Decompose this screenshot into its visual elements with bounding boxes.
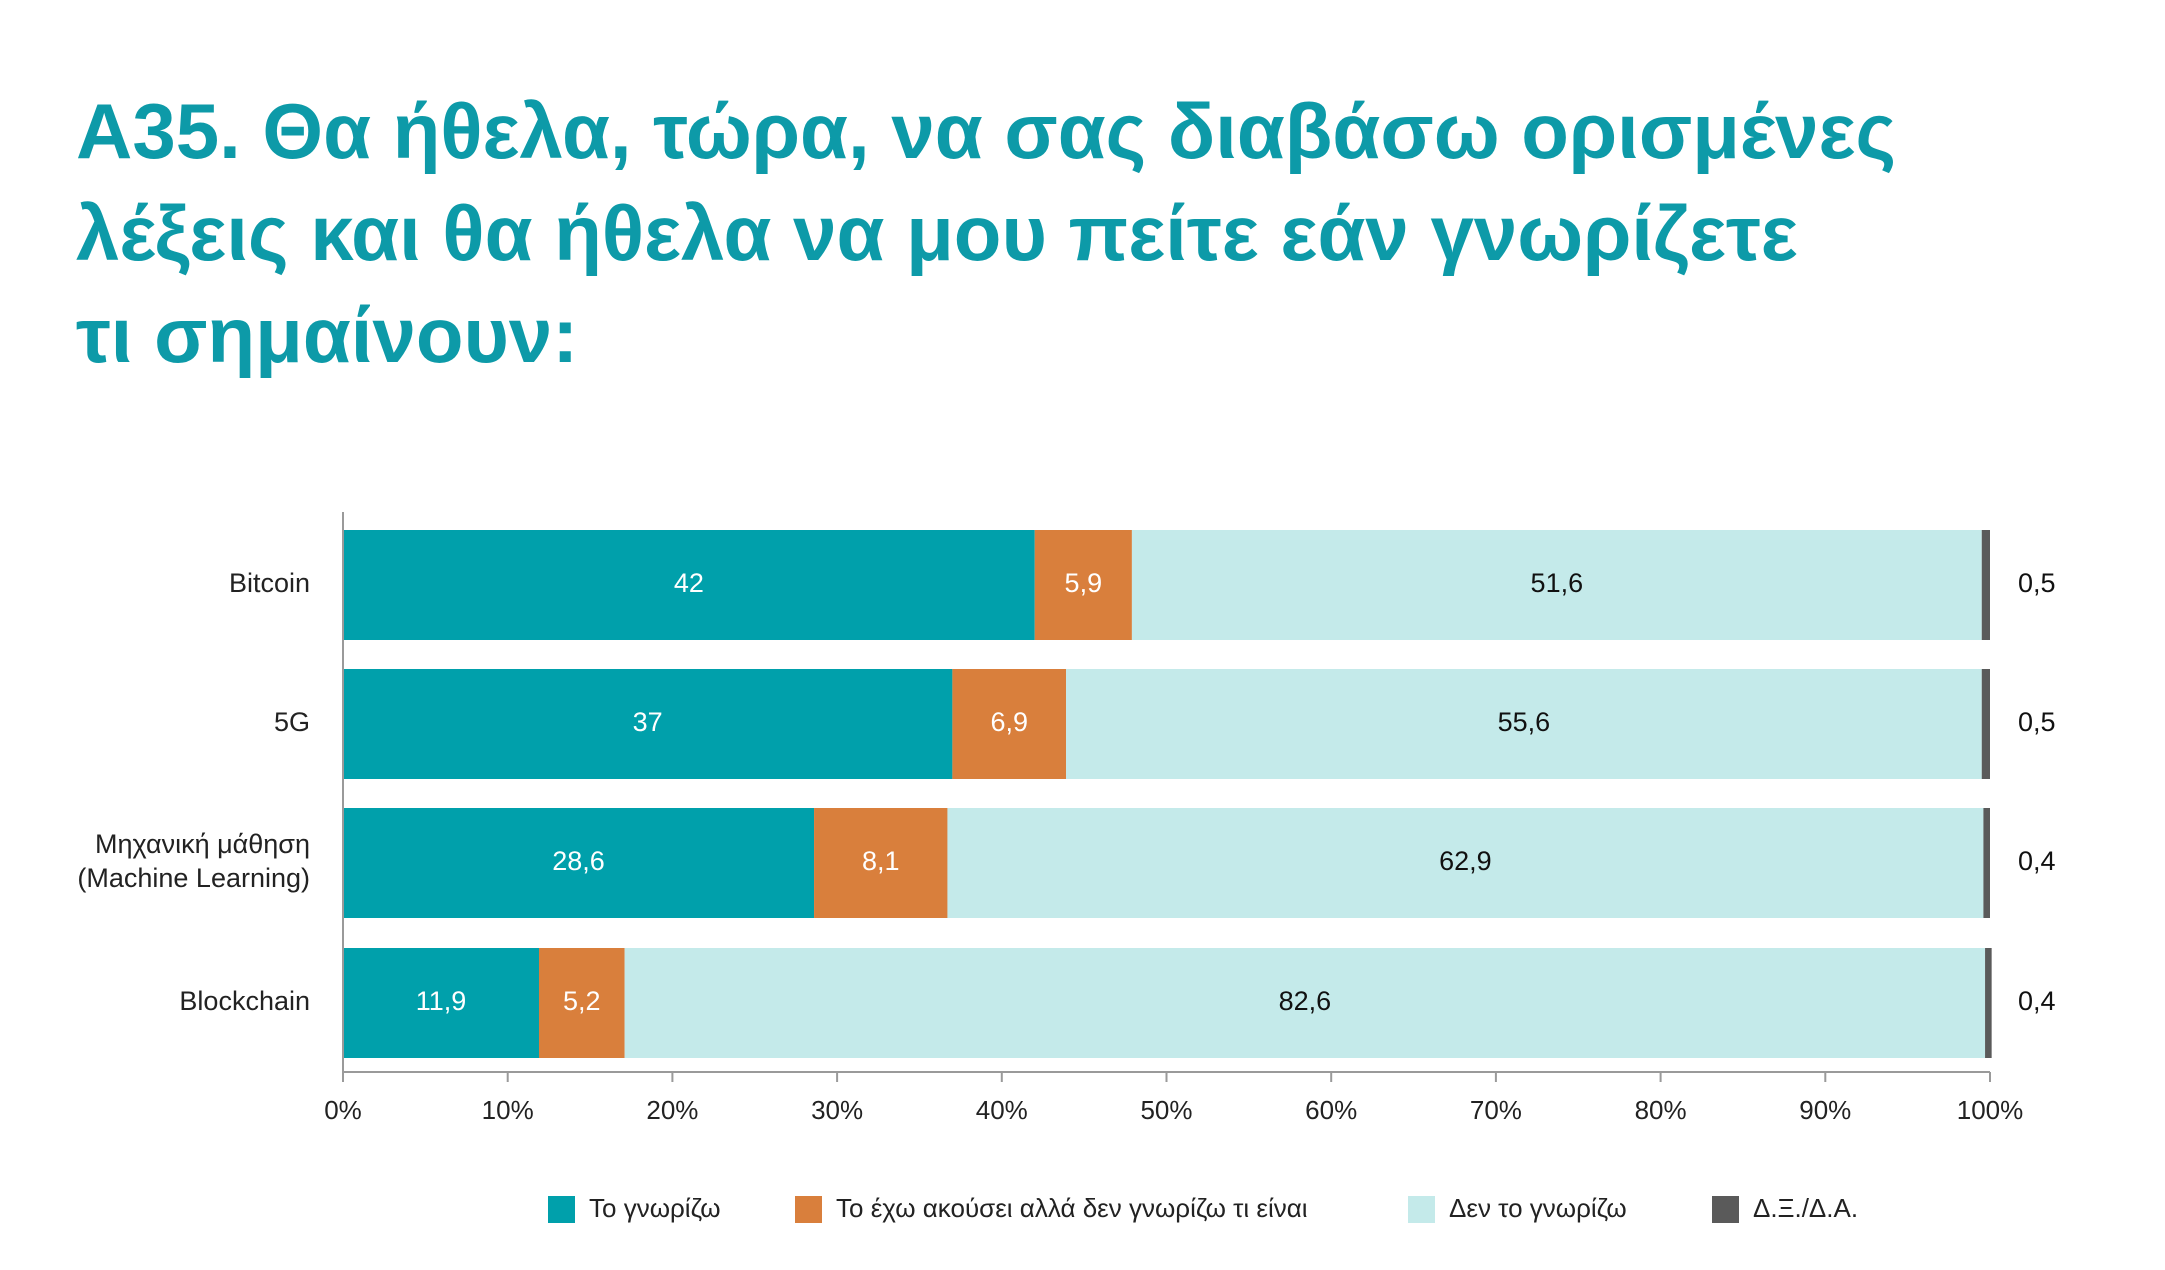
x-tick-label: 30% xyxy=(811,1095,863,1125)
data-label: 0,4 xyxy=(2018,846,2056,876)
legend-label: Το γνωρίζω xyxy=(589,1193,721,1223)
category-label: Blockchain xyxy=(179,986,310,1016)
bar-segment xyxy=(1034,530,1132,640)
data-label: 62,9 xyxy=(1439,846,1492,876)
bar-segment xyxy=(343,669,953,779)
bar-segment xyxy=(538,948,625,1058)
x-tick-label: 10% xyxy=(482,1095,534,1125)
legend-swatch xyxy=(1408,1196,1435,1223)
data-label: 37 xyxy=(633,707,663,737)
legend-label: Δ.Ξ./Δ.Α. xyxy=(1753,1193,1858,1223)
x-tick-label: 20% xyxy=(646,1095,698,1125)
bar-segment xyxy=(947,808,1984,918)
data-label: 5,2 xyxy=(563,986,601,1016)
legend-swatch xyxy=(1712,1196,1739,1223)
bar-segment xyxy=(952,669,1067,779)
bar-segment xyxy=(343,948,539,1058)
legend-swatch xyxy=(548,1196,575,1223)
legend-label: Δεν το γνωρίζω xyxy=(1449,1193,1627,1223)
x-tick-label: 0% xyxy=(324,1095,362,1125)
bar-segment xyxy=(1131,530,1982,640)
legend-swatch xyxy=(795,1196,822,1223)
data-label: 0,5 xyxy=(2018,707,2056,737)
chart-title-line: τι σημαίνουν: xyxy=(76,291,579,379)
legend-label: Το έχω ακούσει αλλά δεν γνωρίζω τι είναι xyxy=(836,1193,1308,1223)
x-tick-label: 70% xyxy=(1470,1095,1522,1125)
chart-title: Α35. Θα ήθελα, τώρα, να σας διαβάσω ορισ… xyxy=(76,80,2076,386)
data-label: 11,9 xyxy=(416,986,467,1016)
data-label: 6,9 xyxy=(990,707,1028,737)
data-label: 0,4 xyxy=(2018,986,2056,1016)
data-label: 55,6 xyxy=(1498,707,1551,737)
bar-segment xyxy=(814,808,948,918)
data-label: 8,1 xyxy=(862,846,900,876)
x-tick-label: 80% xyxy=(1635,1095,1687,1125)
bar-segment xyxy=(1066,669,1982,779)
category-label: Bitcoin xyxy=(229,568,310,598)
bar-segment xyxy=(1983,808,1990,918)
bar-segment xyxy=(1981,669,1990,779)
x-tick-label: 60% xyxy=(1305,1095,1357,1125)
x-tick-label: 100% xyxy=(1957,1095,2024,1125)
bar-segment xyxy=(624,948,1986,1058)
bar-segment xyxy=(343,808,815,918)
chart-title-line: Α35. Θα ήθελα, τώρα, να σας διαβάσω ορισ… xyxy=(76,87,1897,175)
chart-title-line: λέξεις και θα ήθελα να μου πείτε εάν γνω… xyxy=(76,189,1798,277)
x-tick-label: 90% xyxy=(1799,1095,1851,1125)
data-label: 5,9 xyxy=(1065,568,1103,598)
x-tick-label: 40% xyxy=(976,1095,1028,1125)
data-label: 0,5 xyxy=(2018,568,2056,598)
data-label: 82,6 xyxy=(1279,986,1332,1016)
category-label: Μηχανική μάθηση xyxy=(95,829,310,859)
bar-segment xyxy=(343,530,1035,640)
data-label: 28,6 xyxy=(552,846,605,876)
data-label: 51,6 xyxy=(1531,568,1584,598)
x-tick-label: 50% xyxy=(1140,1095,1192,1125)
category-label: (Machine Learning) xyxy=(77,863,310,893)
data-label: 42 xyxy=(674,568,704,598)
bar-segment xyxy=(1981,530,1990,640)
bar-segment xyxy=(1985,948,1992,1058)
category-label: 5G xyxy=(274,707,310,737)
